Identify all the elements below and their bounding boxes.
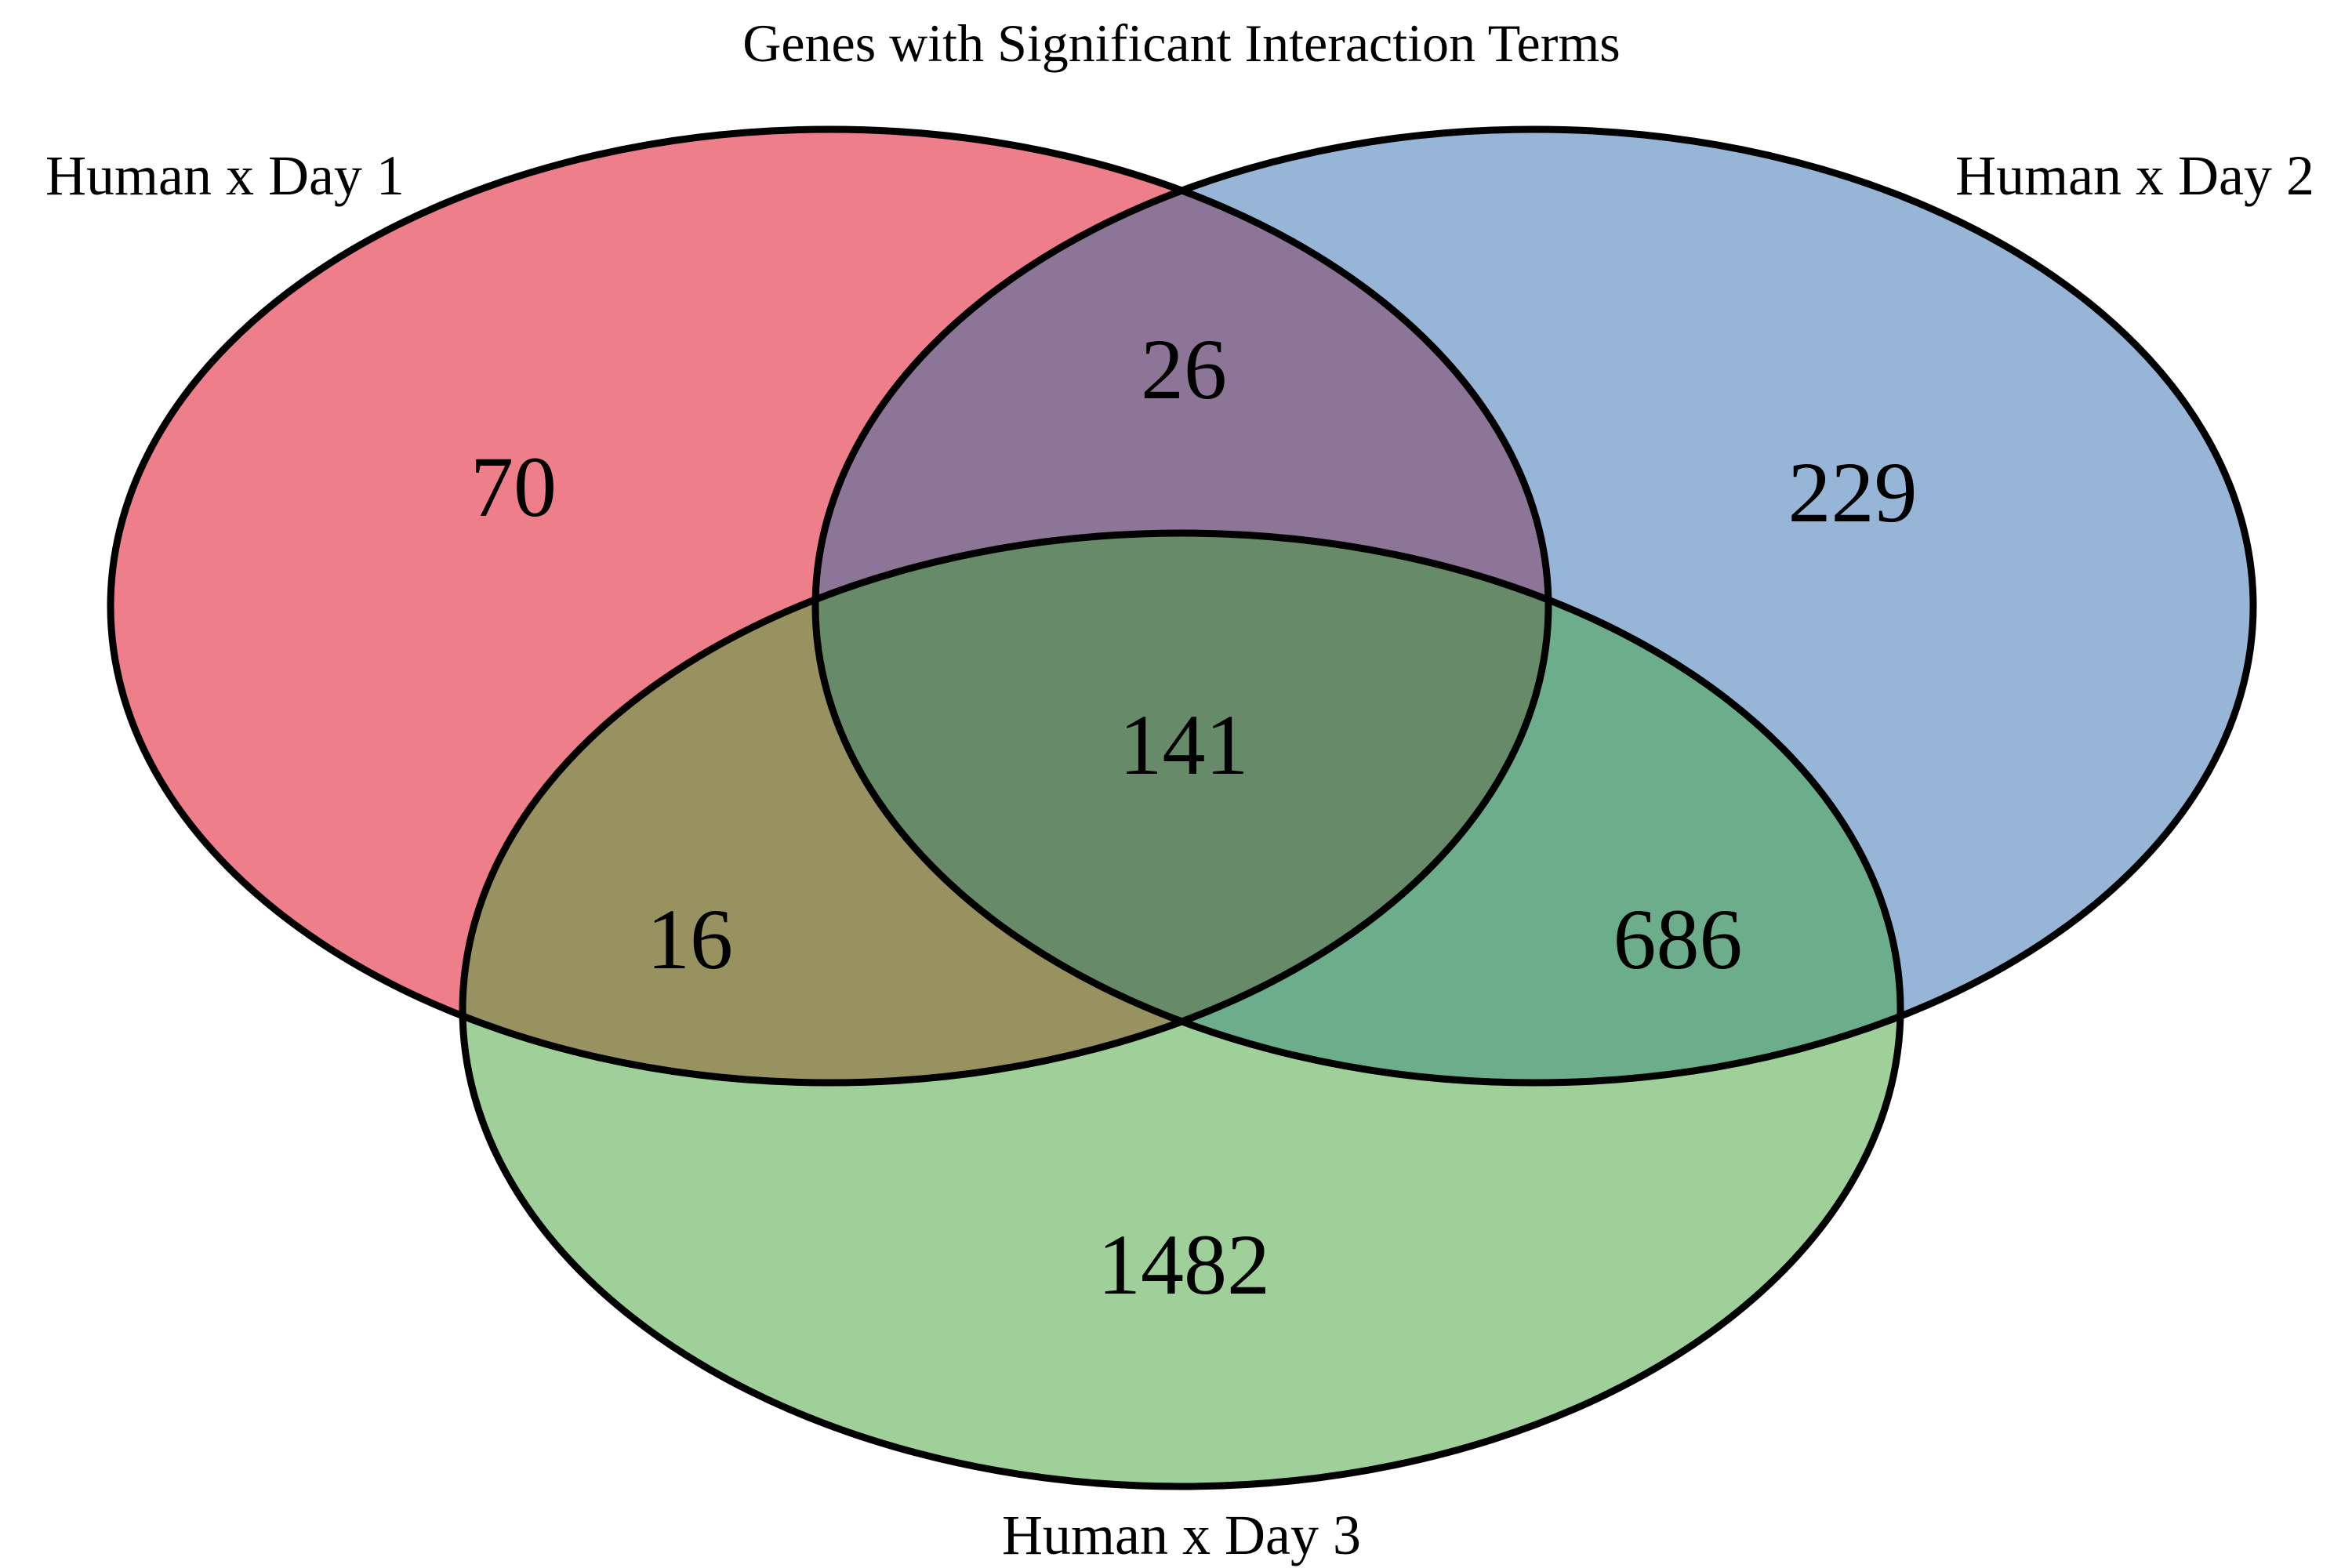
set-day2-outline bbox=[811, 125, 2257, 1087]
count-day1-only: 70 bbox=[470, 439, 557, 535]
count-day2-only: 229 bbox=[1788, 445, 1918, 540]
count-all-three: 141 bbox=[1120, 697, 1249, 793]
set-label-day3: Human x Day 3 bbox=[1002, 1504, 1361, 1566]
diagram-title: Genes with Significant Interaction Terms bbox=[742, 13, 1620, 73]
count-day1-day2: 26 bbox=[1141, 321, 1227, 417]
set-label-day1: Human x Day 1 bbox=[45, 144, 405, 207]
count-day2-day3: 686 bbox=[1613, 891, 1743, 987]
set-day3-outline bbox=[459, 529, 1904, 1490]
set-label-day2: Human x Day 2 bbox=[1955, 144, 2314, 207]
count-day3-only: 1482 bbox=[1098, 1217, 1270, 1312]
count-day1-day3: 16 bbox=[647, 891, 733, 987]
set-day1-outline bbox=[107, 125, 1552, 1087]
